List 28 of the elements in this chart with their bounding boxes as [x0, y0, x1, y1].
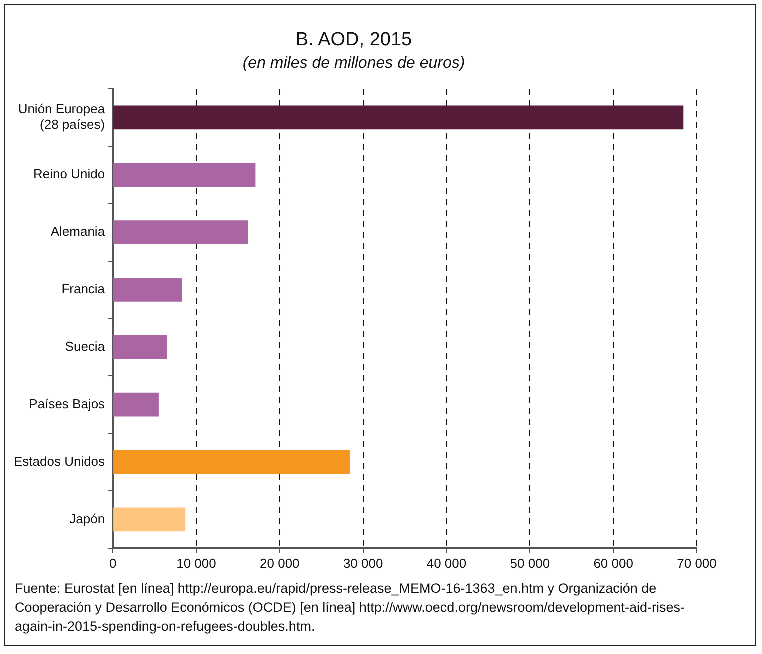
- bar: [114, 450, 350, 474]
- x-tick-label: 70 000: [677, 556, 717, 571]
- x-tick-label: 40 000: [426, 556, 467, 571]
- chart-subtitle: (en miles de millones de euros): [242, 54, 466, 72]
- x-tick-label: 0: [109, 556, 117, 571]
- y-tick-label: Reino Unido: [34, 166, 106, 182]
- y-tick-label: Suecia: [65, 338, 106, 354]
- category-label: Unión Europea: [18, 101, 106, 116]
- bar: [114, 508, 186, 532]
- category-label: (28 países): [40, 117, 106, 132]
- y-tick-label: Alemania: [50, 224, 106, 240]
- bar: [114, 278, 182, 302]
- bar: [114, 220, 248, 245]
- y-tick-label: Japón: [70, 511, 106, 526]
- bar: [114, 106, 684, 130]
- bar: [114, 335, 168, 360]
- bar: [114, 392, 159, 417]
- x-tick-label: 50 000: [510, 556, 550, 571]
- x-tick-label: 10 000: [176, 556, 216, 571]
- y-tick-label: Francia: [62, 282, 106, 297]
- source-note: Fuente: Eurostat [en línea] http://europa.eu/rapid/press-release_MEMO-16-1363_en.htm y Organización de Cooperación y Desarrollo Económicos (OCDE) [en línea] http://www.oecd.org/newsroom/development-aid-rises-again-in-2015-spending-on-refugees-doubles.htm.: [15, 580, 686, 636]
- y-tick-label: Países Bajos: [29, 396, 106, 412]
- x-tick-label: 20 000: [260, 556, 300, 571]
- bar: [114, 163, 256, 188]
- x-tick-label: 30 000: [343, 556, 384, 571]
- chart-title: B. AOD, 2015: [296, 30, 412, 51]
- x-tick-label: 60 000: [594, 556, 634, 571]
- y-tick-label: Estados Unidos: [14, 454, 106, 469]
